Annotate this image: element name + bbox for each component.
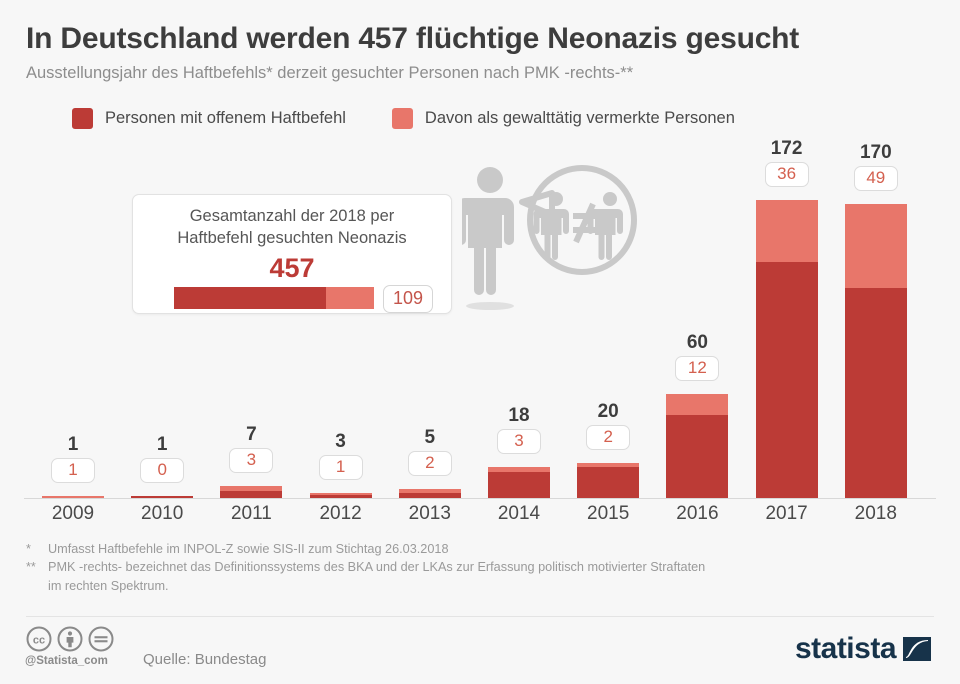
bar-segment-violent-2016 [666, 394, 729, 415]
bar-column-2017[interactable]: 172 36 2017 [755, 0, 818, 524]
bar-total-label-2014: 18 [508, 404, 530, 426]
creative-commons-icons: cc [26, 626, 114, 652]
legend-item-violent: Davon als gewalttätig vermerkte Personen [391, 108, 735, 129]
footnote-1-text: Umfasst Haftbefehle im INPOL-Z sowie SIS… [48, 542, 449, 556]
bar-xlabel-2014: 2014 [497, 503, 541, 524]
bar-violent-bubble-2011: 3 [229, 447, 274, 473]
callout-caption-line1: Gesamtanzahl der 2018 per [189, 207, 395, 225]
bar-total-label-2009: 1 [67, 434, 79, 455]
bar-column-2016[interactable]: 60 12 2016 [666, 0, 729, 524]
bar-total-label-2012: 3 [335, 430, 346, 452]
bar-violent-bubble-2009: 1 [51, 458, 95, 483]
bar-xlabel-2012: 2012 [319, 503, 362, 524]
bar-total-label-2015: 20 [597, 401, 619, 423]
footnote-1: * Umfasst Haftbefehle im INPOL-Z sowie S… [26, 540, 936, 558]
statista-mark-icon [903, 637, 931, 661]
statista-handle: @Statista_com [25, 655, 108, 667]
chart-baseline [24, 498, 936, 499]
footnote-2: ** PMK -rechts- bezeichnet das Definitio… [26, 558, 936, 576]
callout-violent-value: 109 [383, 285, 434, 313]
bar-xlabel-2017: 2017 [765, 503, 808, 524]
bar-segment-open-warrant-2011 [220, 491, 283, 498]
bar-segment-open-warrant-2014 [488, 472, 550, 498]
person-speech-bubble-inequality-icon [456, 162, 642, 312]
bar-xlabel-2009: 2009 [51, 503, 95, 524]
bar-violent-bubble-2017: 36 [764, 162, 809, 188]
svg-text:cc: cc [33, 635, 45, 647]
bar-segment-violent-2017 [755, 200, 818, 263]
legend-label-open-warrant: Personen mit offenem Haftbefehl [105, 109, 346, 127]
bar-xlabel-2018: 2018 [854, 503, 897, 524]
cc-by-person-icon [57, 626, 83, 652]
cc-icon: cc [26, 626, 52, 652]
bar-xlabel-2015: 2015 [587, 503, 630, 524]
bar-segment-violent-2018 [844, 203, 907, 289]
statista-wordmark: statista [794, 632, 897, 665]
bar-violent-bubble-2014: 3 [497, 428, 541, 454]
bar-total-label-2011: 7 [246, 423, 257, 445]
cc-nd-equals-icon [88, 626, 114, 652]
callout-bar-dark-segment [174, 287, 327, 309]
callout-total-value: 457 [269, 253, 315, 283]
legend-label-violent: Davon als gewalttätig vermerkte Personen [424, 109, 735, 127]
bar-total-label-2018: 170 [859, 141, 892, 163]
footnote-2-marker: ** [26, 560, 36, 575]
bar-violent-bubble-2013: 2 [407, 451, 452, 477]
bar-segment-open-warrant-2018 [844, 288, 907, 498]
legend-item-open-warrant: Personen mit offenem Haftbefehl [72, 108, 346, 129]
bar-xlabel-2010: 2010 [141, 503, 184, 524]
bar-segment-violent-2011 [220, 485, 283, 492]
footnote-1-marker: * [26, 542, 31, 556]
source-label: Quelle: Bundestag [143, 651, 267, 668]
bar-total-label-2016: 60 [686, 332, 708, 354]
bar-total-label-2010: 1 [156, 434, 168, 455]
bar-violent-bubble-2015: 2 [586, 425, 631, 451]
bar-column-2018[interactable]: 170 49 2018 [844, 0, 907, 524]
bar-segment-open-warrant-2012 [309, 494, 372, 498]
bar-xlabel-2013: 2013 [408, 503, 451, 524]
bar-xlabel-2011: 2011 [230, 503, 272, 524]
footnotes: * Umfasst Haftbefehle im INPOL-Z sowie S… [26, 540, 936, 595]
bar-xlabel-2016: 2016 [676, 503, 719, 524]
bar-segment-open-warrant-2013 [398, 492, 461, 498]
callout-caption: Gesamtanzahl der 2018 per Haftbefehl ges… [133, 206, 451, 250]
bar-violent-bubble-2010: 0 [140, 458, 185, 483]
bar-segment-open-warrant-2016 [666, 414, 729, 498]
callout-box: Gesamtanzahl der 2018 per Haftbefehl ges… [132, 194, 452, 314]
page-subtitle: Ausstellungsjahr des Haftbefehls* derzei… [26, 64, 634, 82]
bar-segment-violent-2014 [488, 466, 550, 472]
footer-divider [26, 616, 934, 617]
bar-total-label-2017: 172 [770, 138, 803, 160]
callout-bar [174, 287, 374, 309]
legend-swatch-dark-red [72, 108, 93, 129]
bar-segment-violent-2015 [577, 463, 640, 467]
footnote-2-continuation: im rechten Spektrum. [48, 578, 169, 593]
bar-segment-open-warrant-2017 [755, 262, 818, 498]
bar-segment-violent-2012 [309, 492, 372, 495]
chart-legend: Personen mit offenem Haftbefehl Davon al… [72, 108, 781, 129]
bar-segment-open-warrant-2015 [577, 466, 640, 498]
bar-total-label-2013: 5 [424, 427, 436, 449]
bar-segment-violent-2013 [398, 489, 461, 493]
page-title: In Deutschland werden 457 flüchtige Neon… [26, 22, 800, 55]
legend-swatch-salmon [391, 108, 413, 129]
bar-violent-bubble-2012: 1 [318, 454, 363, 480]
bar-violent-bubble-2018: 49 [853, 165, 898, 191]
bar-violent-bubble-2016: 12 [675, 356, 720, 382]
statista-logo: statista [795, 632, 932, 666]
callout-caption-line2: Haftbefehl gesuchten Neonazis [177, 228, 407, 247]
bar-segment-violent-2009 [42, 496, 104, 498]
callout-bar-light-segment [326, 287, 374, 309]
bar-segment-open-warrant-2010 [131, 496, 194, 498]
footnote-2-text: PMK -rechts- bezeichnet das Definitionss… [48, 560, 706, 575]
